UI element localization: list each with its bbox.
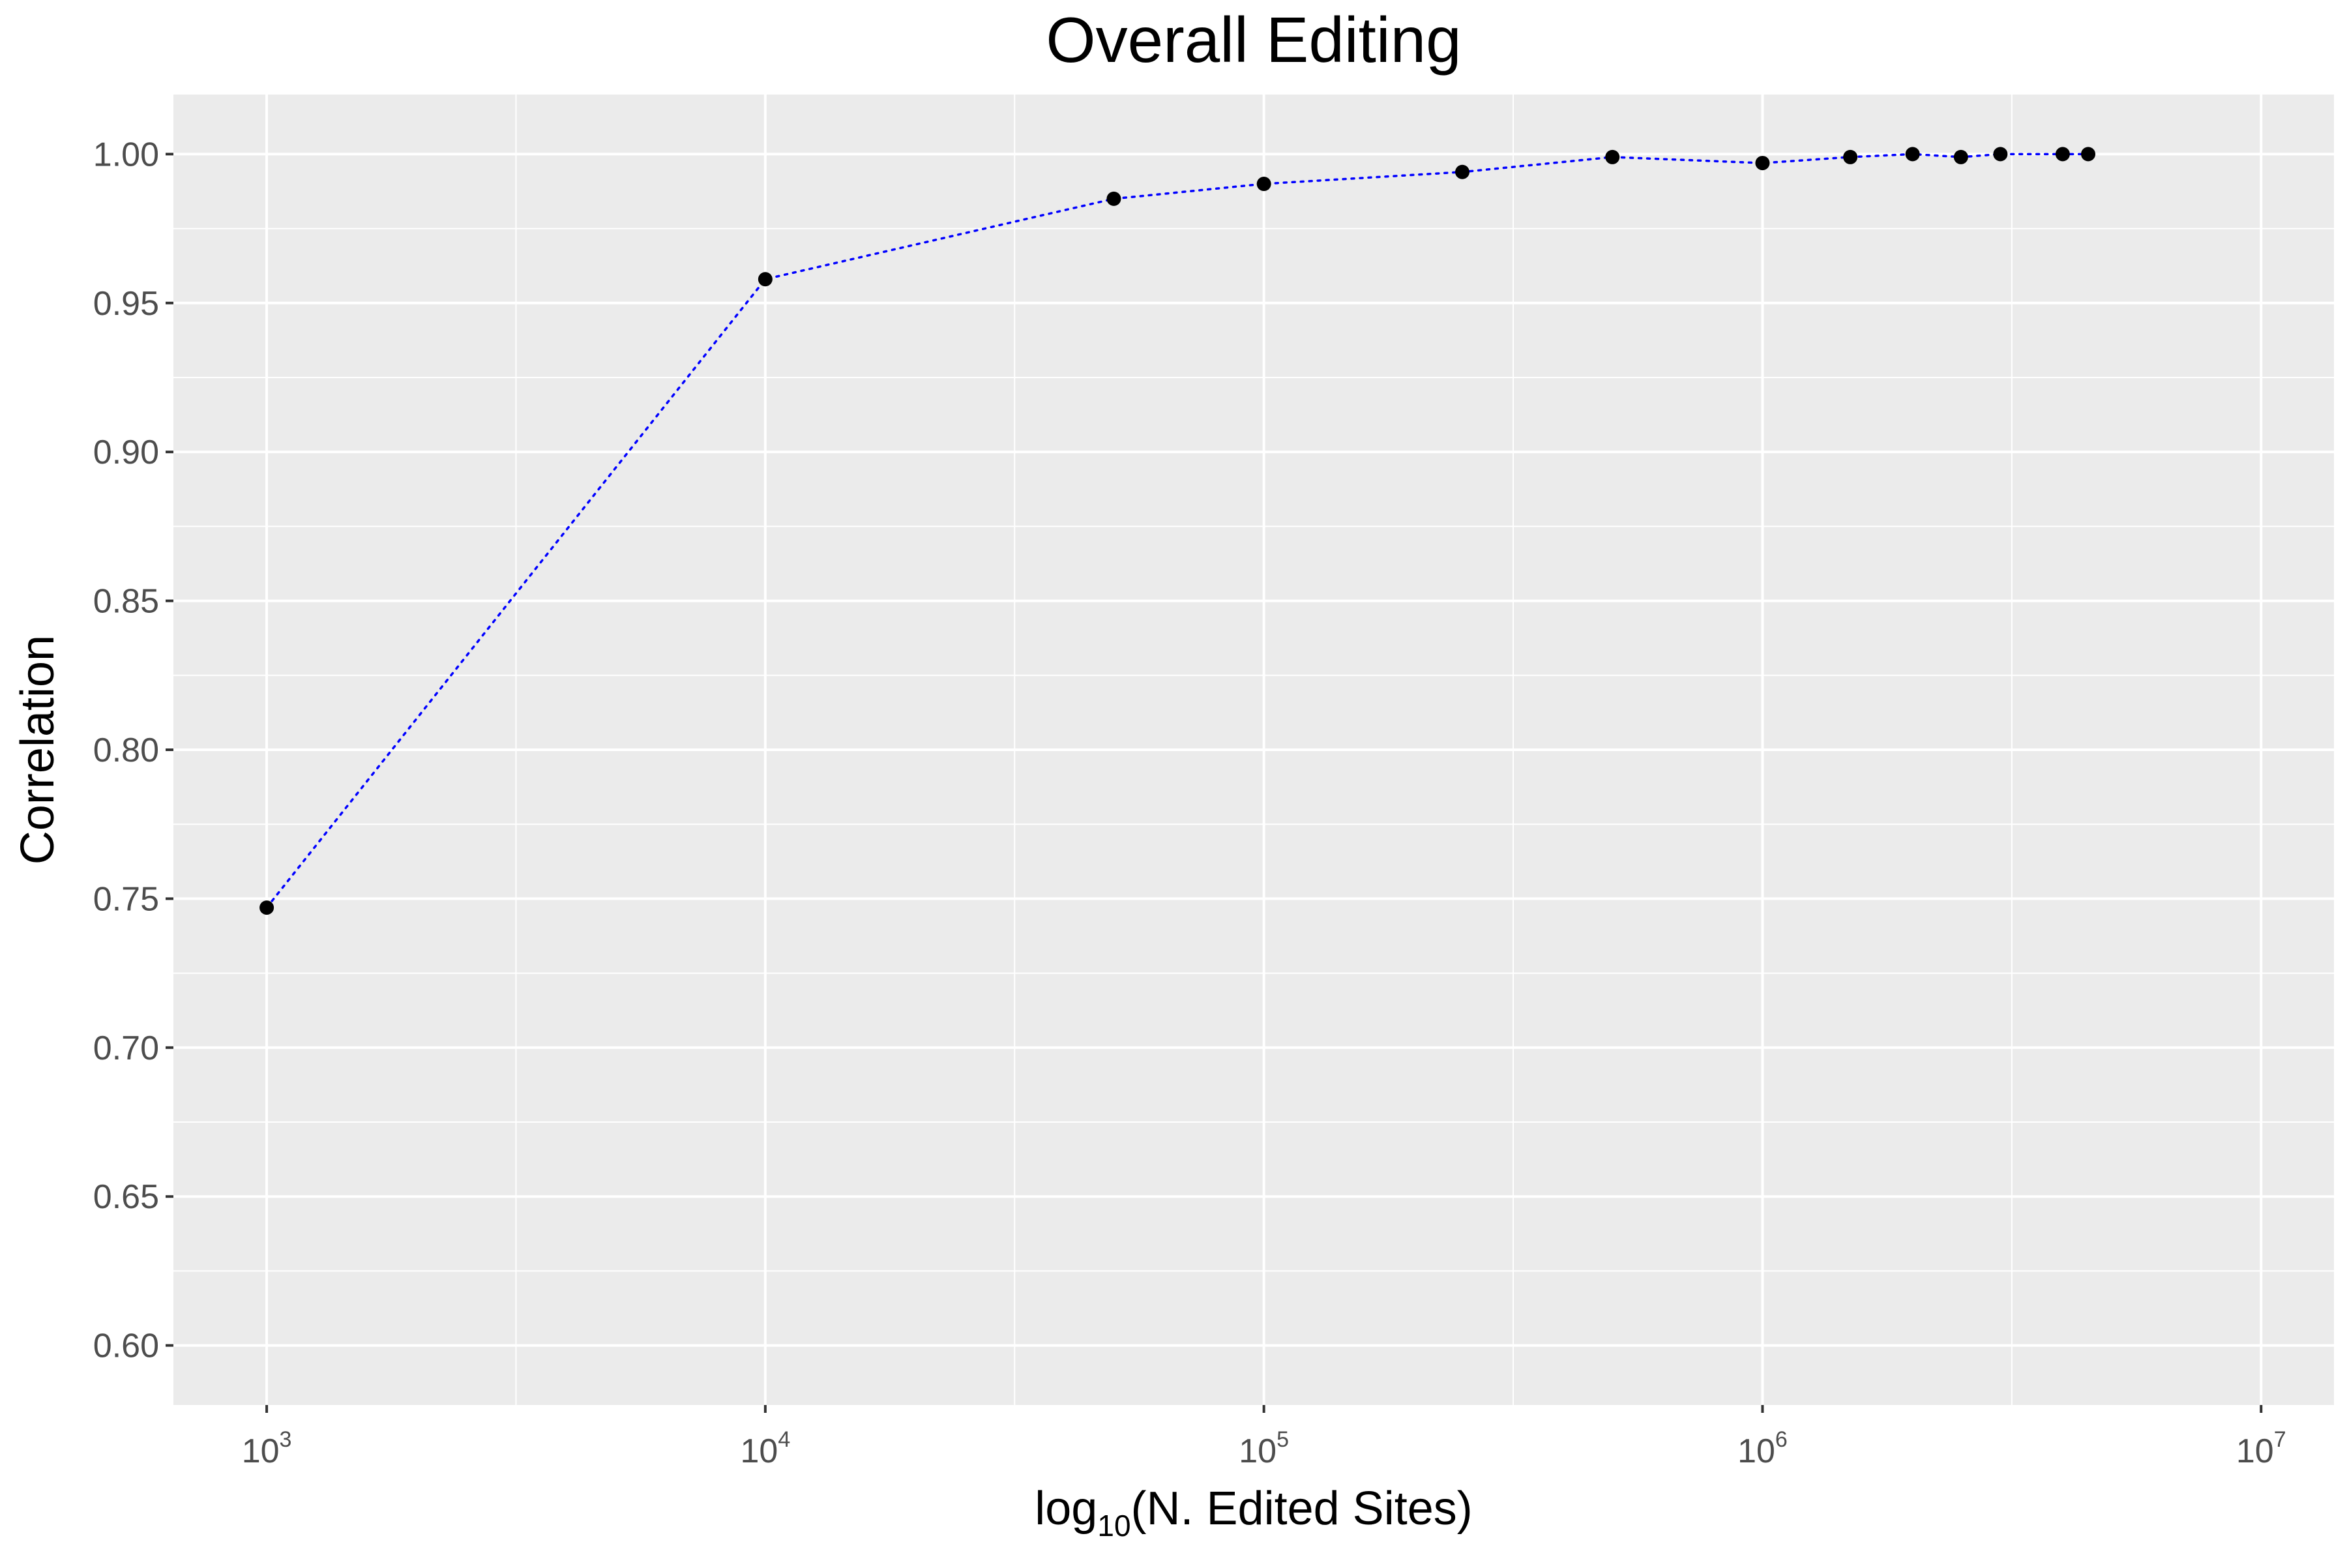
- data-point: [1755, 156, 1770, 171]
- x-tick-labels: 103 104 105 106 107: [242, 1427, 2286, 1470]
- y-tick-label: 0.90: [93, 434, 159, 471]
- y-tick-label: 0.80: [93, 732, 159, 769]
- x-axis-title-text: (N. Edited Sites): [1131, 1483, 1473, 1535]
- data-point: [1953, 149, 1968, 164]
- data-point: [1993, 147, 2008, 162]
- y-tick-label: 0.85: [93, 583, 159, 621]
- x-tick-label: 107: [2236, 1427, 2286, 1470]
- x-axis-title-subscript: 10: [1097, 1509, 1130, 1543]
- data-point: [1106, 191, 1121, 206]
- data-point: [1605, 149, 1620, 164]
- x-tick-label: 106: [1737, 1427, 1788, 1470]
- series-layer: [259, 147, 2096, 915]
- y-axis-title: Correlation: [12, 635, 64, 865]
- x-axis-title-prefix: log: [1035, 1483, 1097, 1535]
- x-tick-label: 105: [1239, 1427, 1289, 1470]
- data-point: [2081, 147, 2096, 162]
- data-point: [259, 900, 274, 915]
- data-point: [2055, 147, 2070, 162]
- y-tick-labels: 0.60 0.65 0.70 0.75 0.80 0.85 0.90 0.95 1.00: [93, 136, 159, 1365]
- y-tick-label: 0.95: [93, 285, 159, 323]
- data-point: [758, 272, 773, 287]
- y-tick-label: 0.65: [93, 1178, 159, 1216]
- x-tick-label: 103: [242, 1427, 292, 1470]
- data-point: [1843, 149, 1858, 164]
- data-point: [1455, 164, 1470, 179]
- y-tick-label: 0.60: [93, 1327, 159, 1365]
- y-tick-label: 0.70: [93, 1029, 159, 1067]
- axis-ticks: [166, 153, 2263, 1413]
- data-point: [1905, 147, 1920, 162]
- x-axis-title: log10(N. Edited Sites): [1035, 1483, 1472, 1543]
- y-tick-label: 0.75: [93, 880, 159, 918]
- y-tick-label: 1.00: [93, 136, 159, 173]
- x-tick-label: 104: [740, 1427, 790, 1470]
- chart-title: Overall Editing: [1046, 4, 1461, 76]
- data-point: [1256, 177, 1271, 192]
- major-gridlines: [173, 95, 2334, 1405]
